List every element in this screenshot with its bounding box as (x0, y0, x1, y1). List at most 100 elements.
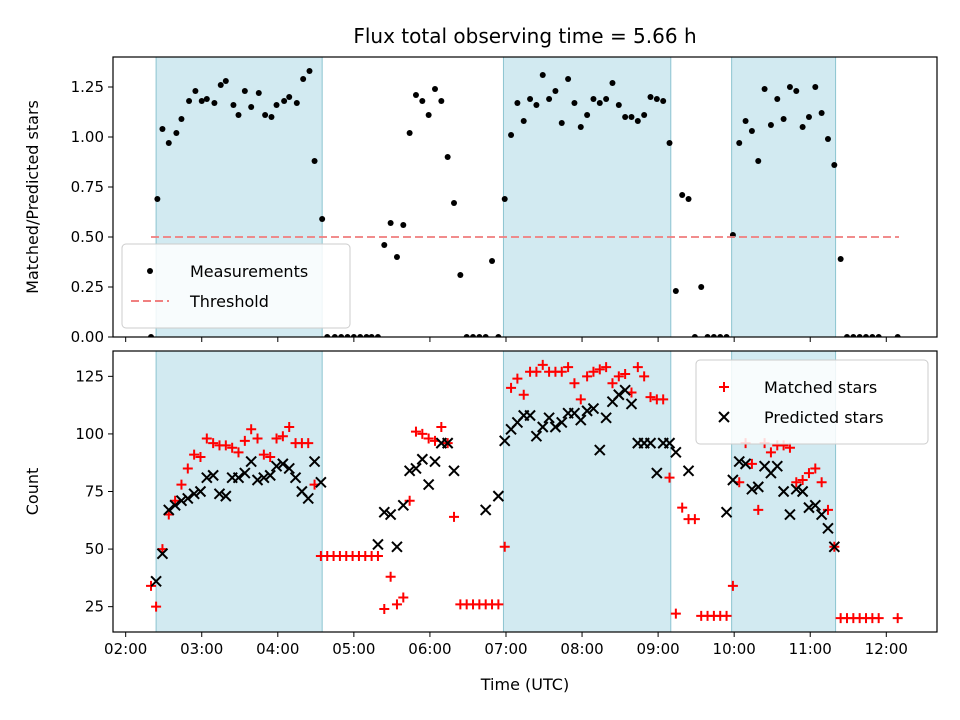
p1-series-measurements-point-95 (748, 128, 755, 134)
p1-series-measurements-point-31 (344, 334, 351, 337)
p2-series-predicted-stars-point-41 (492, 490, 505, 502)
p1-series-measurements-point-18 (262, 112, 269, 118)
p2-series-predicted-stars-point-13 (232, 471, 245, 484)
p2-series-predicted-stars-point-3 (169, 499, 181, 512)
p2-x-tick-label-02-00: 02:00 (104, 640, 147, 658)
p2-x-tick-label-09-00: 09:00 (636, 640, 679, 658)
p1-series-measurements-point-94 (742, 118, 749, 124)
p1-series-measurements-point-43 (419, 98, 426, 104)
p1-shaded-interval-3 (731, 56, 837, 338)
p1-series-measurements-point-88 (704, 334, 711, 337)
p2-series-matched-stars-point-107 (822, 504, 833, 515)
p2-series-matched-stars-point-6 (182, 463, 193, 474)
p2-y-tick-label-75: 75 (85, 483, 104, 501)
p2-series-matched-stars-point-71 (594, 364, 605, 375)
p2-x-tick-label-05-00: 05:00 (332, 640, 375, 658)
p2-series-predicted-stars-point-14 (239, 467, 251, 479)
p2-series-predicted-stars-point-6 (188, 488, 200, 500)
p2-series-matched-stars-point-69 (582, 371, 593, 382)
p1-series-measurements-point-17 (255, 90, 262, 96)
p1-series-measurements-point-3 (165, 140, 172, 146)
p2-series-predicted-stars-point-5 (182, 492, 194, 505)
p2-series-matched-stars-point-78 (639, 371, 650, 382)
p2-series-matched-stars-point-58 (512, 373, 523, 384)
p2-series-matched-stars-point-65 (556, 366, 567, 377)
p2-series-predicted-stars-point-66 (651, 467, 663, 479)
p1-series-measurements-point-4 (173, 130, 180, 136)
p2-series-matched-stars-point-77 (632, 362, 643, 373)
p2-series-predicted-stars-point-81 (784, 508, 796, 521)
p2-series-matched-stars-point-67 (569, 378, 580, 389)
p1-series-measurements-point-1 (154, 196, 161, 202)
p1-series-measurements-point-50 (463, 334, 470, 337)
p1-series-measurements-point-96 (755, 158, 762, 164)
p2-x-tick-label-07-00: 07:00 (484, 640, 527, 658)
p2-series-predicted-stars-point-28 (378, 506, 390, 518)
p2-series-predicted-stars-point-84 (803, 501, 815, 514)
p1-series-measurements-point-112 (856, 334, 863, 337)
p1-series-measurements-point-110 (843, 334, 850, 337)
p2-series-matched-stars-point-61 (531, 366, 542, 377)
p2-series-predicted-stars-point-86 (815, 508, 828, 521)
p2-series-matched-stars-point-73 (607, 378, 618, 389)
p2-series-matched-stars-point-22 (284, 422, 295, 433)
p2-series-matched-stars-point-83 (670, 608, 681, 619)
p2-series-predicted-stars-point-7 (194, 485, 207, 498)
p2-series-matched-stars-point-55 (493, 599, 504, 610)
p1-series-measurements-point-108 (831, 162, 838, 168)
p2-series-predicted-stars-point-40 (479, 504, 492, 516)
p1-series-measurements-point-101 (786, 84, 793, 90)
p1-y-tick-label-0-25: 0.25 (71, 278, 104, 296)
p1-series-measurements-point-111 (850, 334, 857, 337)
p1-series-measurements-point-85 (685, 196, 692, 202)
p1-series-measurements-point-58 (514, 100, 521, 106)
p1-series-measurements-point-104 (805, 114, 812, 120)
p1-series-measurements-point-35 (368, 334, 375, 337)
p2-legend: Matched stars Predicted stars (695, 359, 929, 445)
p2-series-matched-stars-point-70 (588, 366, 599, 377)
p2-series-matched-stars-point-9 (201, 433, 212, 444)
p2-series-matched-stars-point-20 (271, 433, 282, 444)
p2-series-matched-stars-point-75 (620, 369, 631, 380)
p2-series-predicted-stars-point-9 (207, 469, 219, 482)
p2-series-matched-stars-point-7 (189, 449, 200, 460)
p1-legend-box (121, 243, 351, 329)
p2-y-axis-label: Count (23, 468, 42, 516)
p2-series-predicted-stars-point-71 (720, 506, 733, 518)
p1-series-measurements-point-38 (387, 220, 394, 226)
p2-series-predicted-stars-point-20 (277, 458, 289, 470)
p2-series-matched-stars-point-81 (658, 394, 669, 405)
p2-series-predicted-stars-point-36 (429, 455, 441, 468)
p1-series-measurements-point-79 (647, 94, 654, 100)
p1-series-measurements-point-5 (178, 116, 185, 122)
p2-series-predicted-stars-point-25 (308, 455, 321, 468)
p1-series-measurements-point-16 (248, 104, 255, 110)
p2-series-predicted-stars-point-24 (302, 492, 314, 505)
p1-series-measurements-point-19 (268, 114, 275, 120)
p2-series-predicted-stars-point-88 (828, 541, 841, 553)
p1-series-measurements-point-73 (609, 80, 616, 86)
p1-series-measurements-point-46 (438, 98, 445, 104)
p1-series-measurements-point-59 (520, 118, 527, 124)
p1-series-measurements-point-11 (217, 82, 224, 88)
p1-series-measurements-point-26 (311, 158, 318, 164)
chart-title: Flux total observing time = 5.66 h (353, 24, 696, 48)
p2-series-predicted-stars-point-70 (682, 465, 695, 477)
p2-x-tick-label-03-00: 03:00 (180, 640, 223, 658)
p1-series-measurements-point-15 (241, 88, 248, 94)
p1-y-axis-label: Matched/Predicted stars (23, 100, 42, 294)
p1-series-measurements-point-90 (717, 334, 724, 337)
p2-series-matched-stars-point-10 (208, 438, 219, 449)
p2-shaded-interval-2 (502, 350, 672, 633)
p1-series-measurements-point-107 (824, 136, 831, 142)
p2-series-predicted-stars-point-10 (213, 488, 226, 500)
p2-x-tick-label-12-00: 12:00 (865, 640, 908, 658)
p1-series-measurements-point-67 (571, 100, 578, 106)
p1-axes-frame (112, 56, 938, 338)
p2-series-matched-stars-point-38 (385, 571, 396, 582)
p2-series-predicted-stars-point-39 (448, 465, 460, 477)
p2-series-predicted-stars-point-76 (752, 481, 764, 493)
p2-y-tick-label-25: 25 (85, 598, 104, 616)
p2-series-matched-stars-point-57 (506, 382, 517, 393)
p2-series-predicted-stars-point-51 (556, 416, 568, 429)
